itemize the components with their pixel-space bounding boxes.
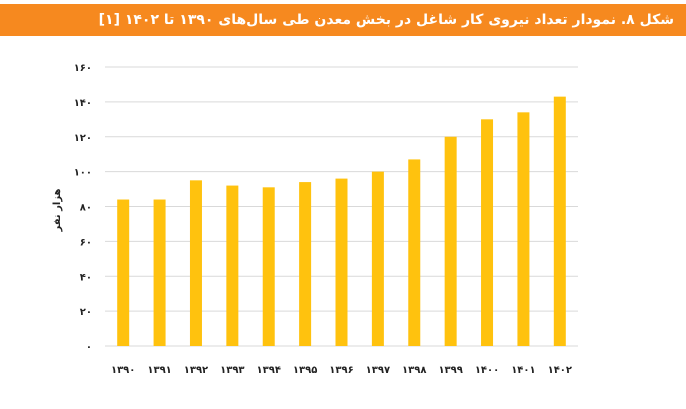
y-tick-label: ۶۰ xyxy=(80,237,92,248)
bar xyxy=(444,136,457,346)
bar xyxy=(262,187,275,346)
y-tick-label: ۱۰۰ xyxy=(74,168,92,179)
bar xyxy=(226,185,239,346)
x-tick-label: ۱۴۰۲ xyxy=(548,365,572,376)
x-tick-label: ۱۳۹۹ xyxy=(438,365,462,376)
x-tick-label: ۱۳۹۰ xyxy=(111,365,135,376)
bar xyxy=(299,182,312,346)
x-tick-label: ۱۳۹۸ xyxy=(402,365,426,376)
x-tick-label: ۱۳۹۱ xyxy=(147,365,171,376)
x-tick-label: ۱۳۹۵ xyxy=(293,365,317,376)
x-tick-label: ۱۳۹۴ xyxy=(257,365,281,376)
y-tick-label: ۱۴۰ xyxy=(74,98,92,109)
bar xyxy=(335,178,348,346)
chart-title-bar: شکل ۸. نمودار تعداد نیروی کار شاغل در بخ… xyxy=(0,4,686,36)
x-axis-ticks: ۱۳۹۰ ۱۳۹۱ ۱۳۹۲ ۱۳۹۳ ۱۳۹۴ ۱۳۹۵ ۱۳۹۶ ۱۳۹۷ ۱۳۹۸ ۱۳۹۹… xyxy=(111,365,572,376)
bars xyxy=(117,96,566,347)
x-tick-label: ۱۳۹۷ xyxy=(366,365,390,376)
x-tick-label: ۱۳۹۲ xyxy=(184,365,208,376)
bar xyxy=(481,119,494,346)
bar xyxy=(189,180,202,346)
y-tick-label: ۱۲۰ xyxy=(74,133,92,144)
bar xyxy=(117,199,130,346)
bar xyxy=(553,96,566,346)
y-axis-ticks: ۰ ۲۰ ۴۰ ۶۰ ۸۰ ۱۰۰ ۱۲۰ ۱۴۰ ۱۶۰ xyxy=(74,63,92,353)
x-tick-label: ۱۴۰۱ xyxy=(511,365,535,376)
x-tick-label: ۱۳۹۳ xyxy=(220,365,244,376)
y-tick-label: ۲۰ xyxy=(80,307,92,318)
x-tick-label: ۱۴۰۰ xyxy=(475,365,499,376)
bar xyxy=(517,112,530,347)
bar xyxy=(408,159,421,346)
x-tick-label: ۱۳۹۶ xyxy=(329,365,353,376)
bar xyxy=(153,199,166,346)
y-axis-label: هزار نفر xyxy=(52,188,63,232)
y-tick-label: ۰ xyxy=(86,342,92,353)
chart-title: شکل ۸. نمودار تعداد نیروی کار شاغل در بخ… xyxy=(98,12,674,28)
y-tick-label: ۴۰ xyxy=(80,272,92,283)
bar xyxy=(371,171,384,346)
y-tick-label: ۱۶۰ xyxy=(74,63,92,74)
y-tick-label: ۸۰ xyxy=(80,203,92,214)
